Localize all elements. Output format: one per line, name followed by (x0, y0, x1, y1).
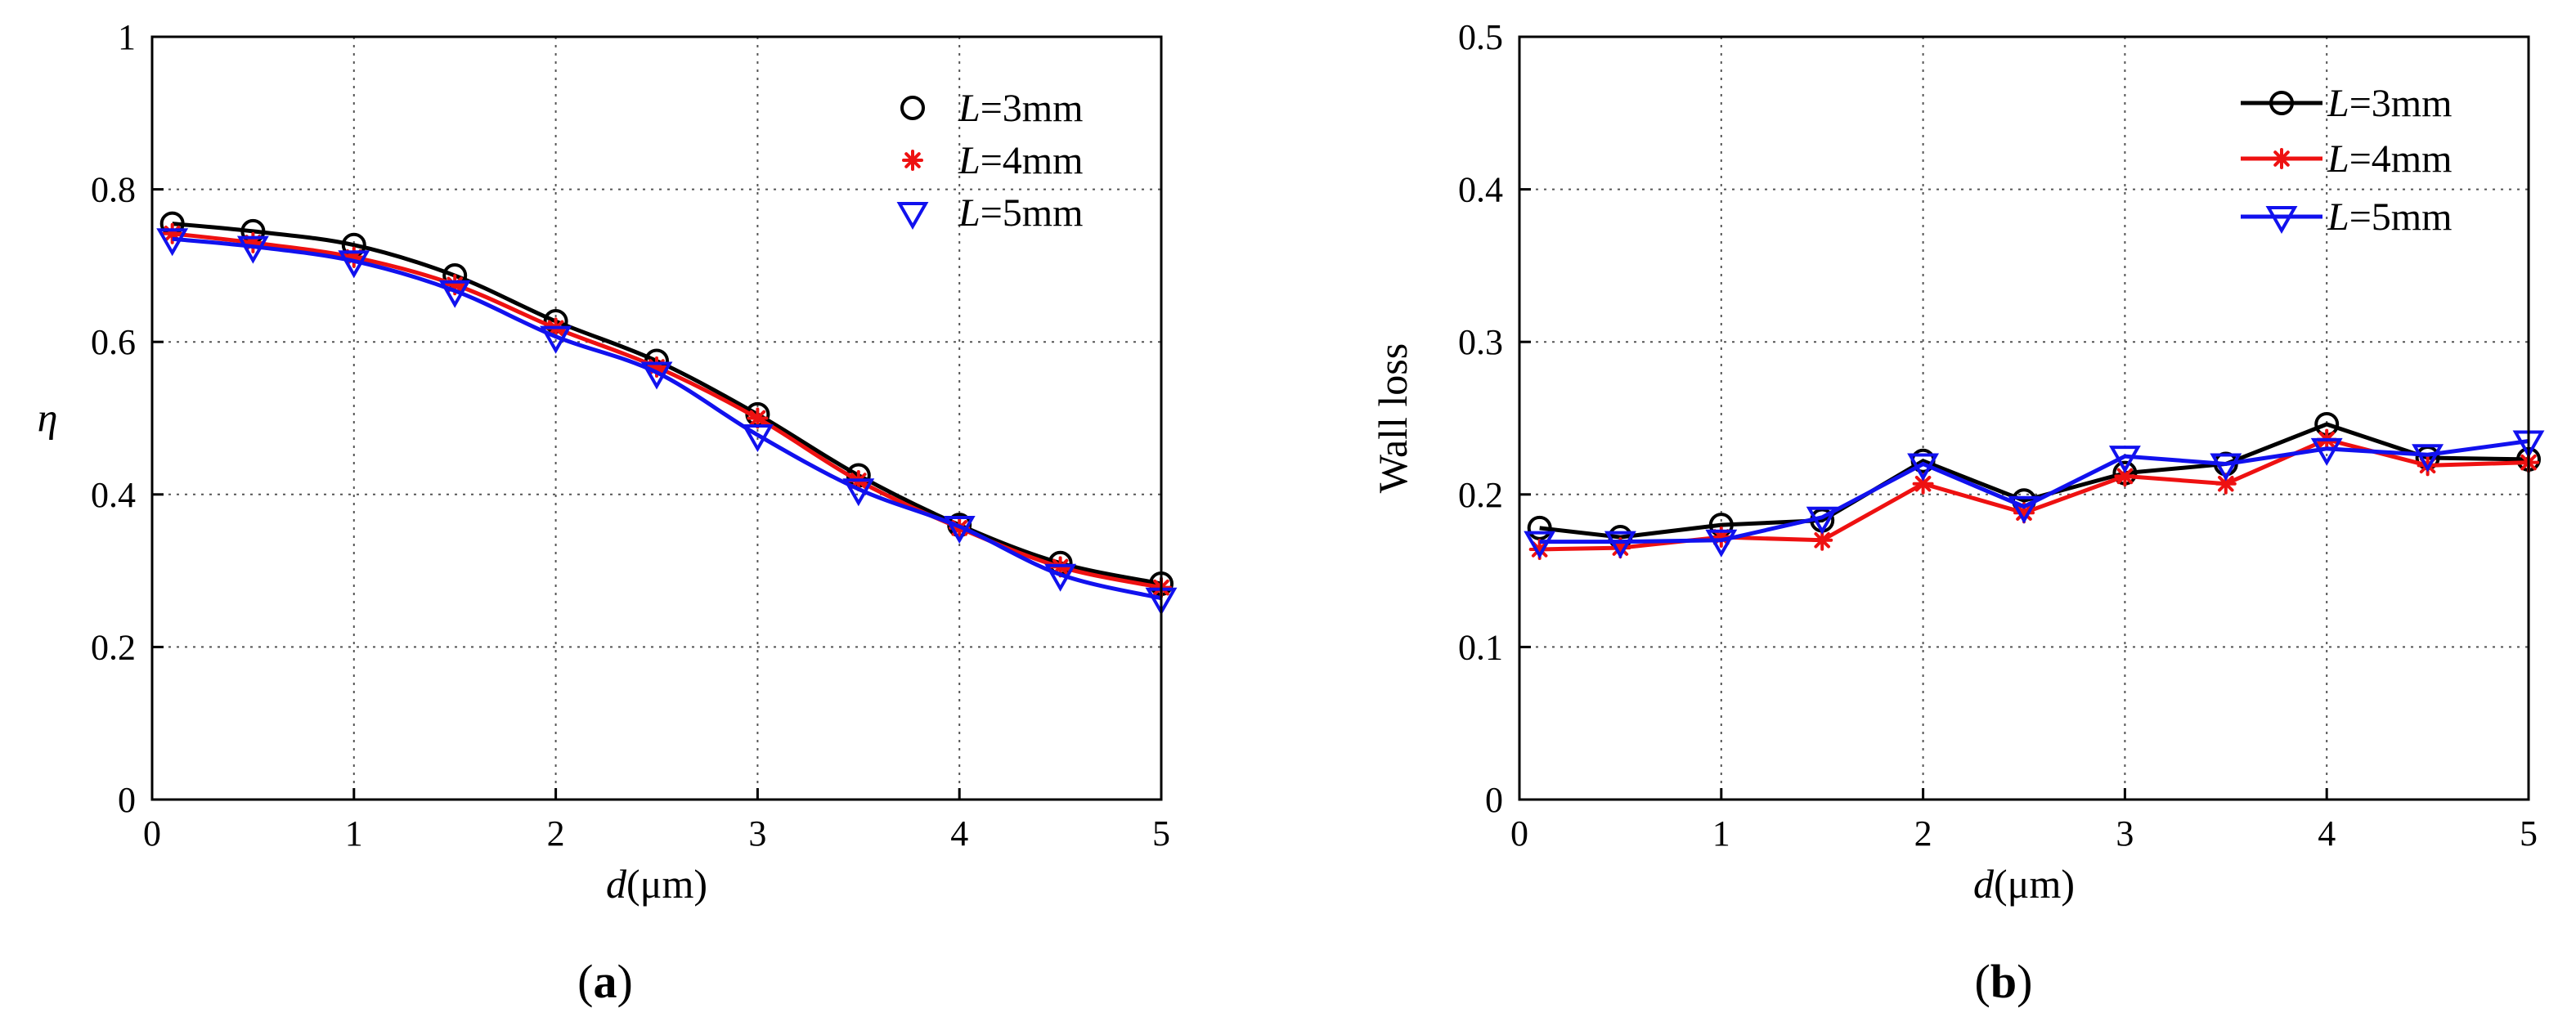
data-point-3-7 (2108, 446, 2141, 474)
data-point-3-1 (1524, 531, 1556, 559)
y-tick-label: 0 (118, 780, 136, 820)
series-line-3 (172, 236, 1162, 601)
y-tick-label: 0.4 (91, 475, 136, 515)
y-tick-label: 0.2 (1458, 475, 1503, 515)
x-tick-label: 5 (1152, 813, 1170, 854)
x-tick-label: 0 (1510, 813, 1528, 854)
data-point-3-5 (1907, 453, 1940, 482)
legend-marker-3 (2265, 206, 2298, 235)
y-tick-label: 0.5 (1458, 17, 1503, 57)
data-point-3-3 (338, 250, 370, 279)
data-point-3-6 (640, 361, 673, 390)
data-point-3-5 (540, 325, 572, 354)
x-tick-label: 4 (2318, 813, 2336, 854)
data-point-3-2 (236, 235, 269, 264)
legend-label-3: L=5mm (2327, 195, 2452, 239)
x-axis-label: d(μm) (606, 861, 707, 907)
legend-label-1: L=3mm (2327, 82, 2452, 125)
y-tick-label: 0.4 (1458, 170, 1503, 210)
y-tick-label: 0.1 (1458, 627, 1503, 667)
y-tick-label: 0.6 (91, 322, 136, 362)
series-line-1 (1539, 422, 2529, 540)
plot-area (152, 37, 1161, 800)
legend-label-1: L=3mm (958, 87, 1083, 130)
legend-marker-2 (902, 150, 923, 171)
legend-marker-1 (2269, 91, 2294, 115)
data-point-3-2 (1604, 531, 1636, 559)
data-point-3-4 (438, 280, 471, 308)
y-tick-label: 0.2 (91, 627, 136, 667)
x-tick-label: 1 (1712, 813, 1730, 854)
x-tick-label: 1 (345, 813, 363, 854)
chart-panel-a: 0 1 2 3 4 5 0 0.2 0.4 0.6 0.8 1 d(μm) η L=3mm L=4mm L=5m… (38, 17, 1178, 1008)
legend-marker-2 (2271, 148, 2292, 169)
x-tick-label: 2 (1914, 813, 1932, 854)
x-tick-label: 2 (547, 813, 565, 854)
y-tick-label: 0 (1485, 780, 1503, 820)
x-tick-label: 3 (2116, 813, 2134, 854)
panel-label: (b) (1975, 955, 2033, 1008)
y-tick-label: 0.8 (91, 170, 136, 210)
data-point-3-9 (943, 515, 976, 544)
x-tick-label: 3 (748, 813, 766, 854)
plot-area (1519, 37, 2529, 800)
plot-frame (150, 35, 1163, 801)
data-point-3-4 (1806, 506, 1838, 535)
data-point-2-8 (2215, 473, 2237, 495)
data-point-3-1 (156, 228, 189, 257)
x-tick-label: 5 (2520, 813, 2538, 854)
data-point-3-10 (2412, 444, 2444, 473)
y-axis-label: η (38, 395, 58, 441)
x-axis-label: d(μm) (1973, 861, 2075, 907)
data-point-3-3 (1705, 529, 1738, 558)
chart-panel-b: 0 1 2 3 4 5 0 0.1 0.2 0.3 0.4 0.5 d(μm) Wall loss L=3m… (1370, 17, 2545, 1008)
legend-label-3: L=5mm (958, 191, 1083, 235)
legend-marker-3 (896, 202, 929, 231)
data-point-3-10 (1044, 563, 1077, 592)
legend-label-2: L=4mm (2327, 137, 2452, 181)
data-point-3-6 (2008, 495, 2040, 524)
plot-frame (1518, 35, 2530, 801)
x-tick-label: 0 (143, 813, 161, 854)
data-point-3-8 (2210, 453, 2242, 482)
data-point-3-7 (741, 424, 774, 453)
y-axis-label: Wall loss (1370, 343, 1416, 493)
legend-marker-1 (900, 96, 925, 120)
panel-label: (a) (577, 955, 633, 1008)
series-line-3 (1539, 439, 2529, 544)
data-point-3-8 (842, 478, 875, 507)
y-tick-label: 1 (118, 17, 136, 57)
y-tick-label: 0.3 (1458, 322, 1503, 362)
data-point-2-7 (747, 407, 769, 429)
x-tick-label: 4 (950, 813, 968, 854)
legend-label-2: L=4mm (958, 139, 1083, 182)
data-point-1-1 (1527, 515, 1552, 540)
data-point-3-9 (2310, 437, 2343, 466)
